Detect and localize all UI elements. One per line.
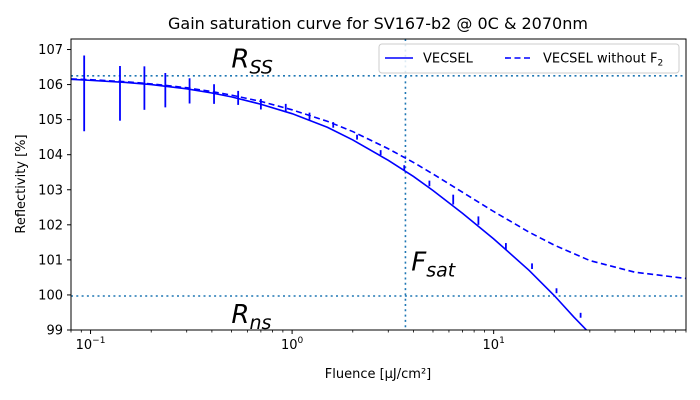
y-tick-label-9: 107 bbox=[38, 43, 63, 58]
chart-title: Gain saturation curve for SV167-b2 @ 0C … bbox=[168, 14, 588, 33]
x-tick-label-3: 101 bbox=[483, 336, 505, 353]
legend: VECSEL VECSEL without F2 bbox=[378, 43, 680, 74]
y-tick-label-5: 103 bbox=[38, 183, 63, 198]
y-tick-label-6: 104 bbox=[38, 148, 63, 163]
y-tick-label-7: 105 bbox=[38, 113, 63, 128]
plot-clipped-group bbox=[71, 39, 686, 330]
x-tick-label-1: 10−1 bbox=[76, 336, 106, 353]
annotation-r-ss: RSS bbox=[231, 45, 273, 79]
x-axis-label: Fluence [μJ/cm²] bbox=[325, 367, 432, 382]
legend-label-2: VECSEL without F2 bbox=[543, 52, 663, 69]
y-tick-label-2: 100 bbox=[38, 288, 63, 303]
y-tick-label-8: 106 bbox=[38, 78, 63, 93]
y-tick-label-3: 101 bbox=[38, 253, 63, 268]
y-axis-label: Reflectivity [%] bbox=[14, 134, 29, 233]
annotation-f-sat: Fsat bbox=[411, 247, 457, 281]
y-tick-label-4: 102 bbox=[38, 218, 63, 233]
y-tick-label-1: 99 bbox=[46, 324, 63, 339]
x-tick-label-2: 100 bbox=[281, 336, 304, 353]
legend-label-1: VECSEL bbox=[423, 52, 474, 67]
series-line-2 bbox=[71, 78, 686, 280]
plot-area: 99 100 101 102 103 104 105 106 107 10−1 100 101 RSS R… bbox=[38, 38, 687, 353]
axes-frame bbox=[70, 38, 687, 331]
annotation-r-ns: Rns bbox=[231, 300, 271, 334]
